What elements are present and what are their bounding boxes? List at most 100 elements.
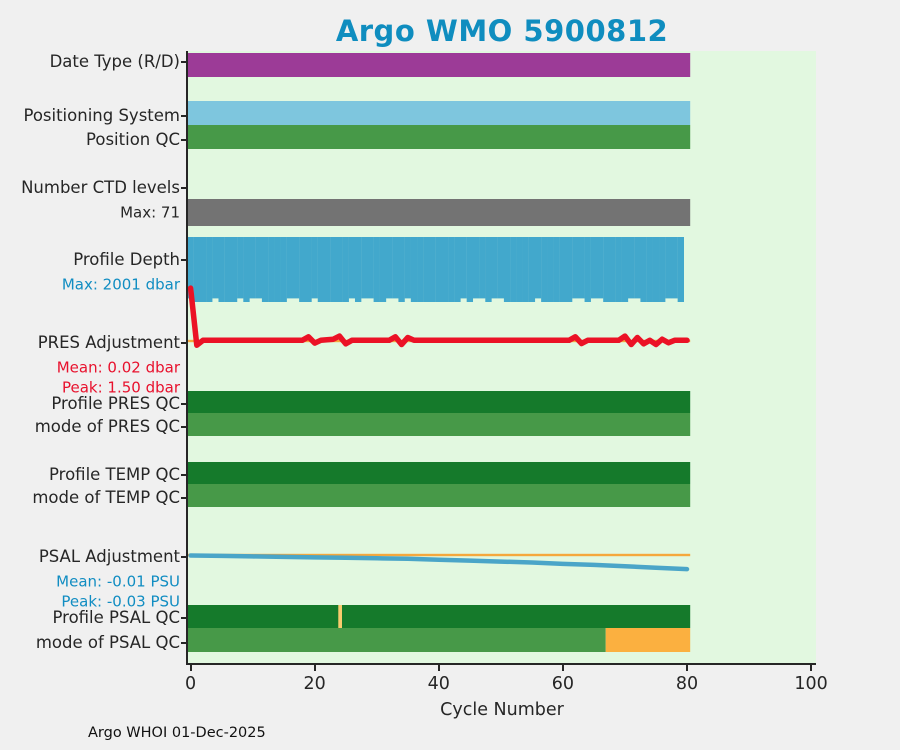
profile-depth-bar (646, 237, 653, 302)
y-axis-tick (181, 259, 186, 261)
profile-depth-bar (286, 237, 294, 299)
y-axis-tick (181, 403, 186, 405)
profile-depth-bar (677, 237, 684, 302)
profile-depth-bar (274, 237, 281, 302)
profile_pres_qc-bar (188, 391, 691, 413)
profile-depth-bar (348, 237, 356, 299)
profile-depth-bar (305, 237, 312, 302)
row-label: Positioning System (23, 105, 180, 125)
y-axis-tick (181, 139, 186, 141)
profile-depth-bar (454, 237, 461, 302)
profile-depth-bar (435, 237, 442, 302)
row-label: Mean: -0.01 PSU (56, 572, 180, 591)
pres_adjustment-line (188, 285, 690, 348)
row-label: Max: 2001 dbar (61, 275, 180, 294)
profile-depth-bar (565, 237, 573, 302)
profile-depth-bar (218, 237, 225, 302)
profile-depth-bar (584, 237, 591, 302)
profile-depth-bar (268, 237, 275, 302)
row-label: Mean: 0.02 dbar (56, 358, 180, 377)
row-label: PSAL Adjustment (38, 546, 180, 566)
x-axis-tick (810, 665, 813, 671)
row-label: Date Type (R/D) (49, 51, 180, 71)
x-axis-tick-label: 80 (675, 674, 699, 694)
mode_pres_qc-bar (188, 413, 691, 436)
profile-depth-bar (199, 237, 207, 302)
psal_adjustment-line (188, 553, 690, 572)
profile-depth-bar (628, 237, 635, 299)
profile-depth-bar (261, 237, 269, 302)
x-axis-tick-label: 0 (185, 674, 197, 694)
profile-depth-bar (671, 237, 678, 299)
profile-depth-bar (386, 237, 393, 299)
x-axis-tick (313, 665, 316, 671)
profile-depth-bar (479, 237, 486, 299)
figure-title: Argo WMO 5900812 (335, 14, 669, 48)
row-label: Peak: 1.50 dbar (61, 378, 180, 397)
profile-depth-bar (311, 237, 318, 299)
profile-depth-bar (640, 237, 647, 302)
profile-depth-bar (541, 237, 548, 302)
attribution-text: Argo WHOI 01-Dec-2025 (88, 725, 266, 741)
y-axis-tick (181, 617, 186, 619)
mode_psal_qc-bar (188, 628, 606, 652)
mode_temp_qc-bar (188, 484, 691, 507)
profile-depth-bar (578, 237, 585, 299)
profile-depth-bar (323, 237, 331, 302)
y-axis-tick (181, 556, 186, 558)
profile-depth-bar (224, 237, 232, 302)
row-label: mode of PSAL QC (35, 632, 180, 652)
profile-depth-bar (510, 237, 517, 302)
profile-depth-bar (485, 237, 492, 302)
profile-depth-bar (417, 237, 424, 302)
profile-depth-bar (373, 237, 380, 302)
row-label: Number CTD levels (21, 177, 180, 197)
profile-depth-bar (534, 237, 542, 299)
profile-depth-bar (398, 237, 405, 302)
psal_adjustment-zero-line (188, 553, 691, 557)
y-axis-tick (181, 187, 186, 189)
profile-depth-bar (596, 237, 604, 299)
row-label: PRES Adjustment (37, 332, 180, 352)
profile-depth-bar (572, 237, 579, 299)
row-label: Profile TEMP QC (49, 464, 180, 484)
profile-depth-bar (491, 237, 498, 299)
date_type-bar (188, 53, 691, 77)
row-label: mode of TEMP QC (32, 487, 180, 507)
row-label: Profile PRES QC (51, 393, 180, 413)
profile-depth-bar (441, 237, 449, 302)
row-label: Profile Depth (73, 249, 180, 269)
y-axis-tick (181, 115, 186, 117)
profile-depth-bar (528, 237, 536, 302)
profile-depth-bar (559, 237, 567, 302)
profile-depth-bar (603, 237, 610, 302)
profile-depth-bar (503, 237, 511, 302)
x-axis-tick (437, 665, 440, 671)
profile-depth-bar (230, 237, 238, 302)
row-label: Position QC (86, 129, 180, 149)
profile_psal_qc-bar (188, 605, 691, 628)
profile-depth-bar (659, 237, 666, 302)
profile_psal_qc-bar (338, 605, 343, 628)
profile-depth-bar (516, 237, 523, 302)
profile-depth-bar (379, 237, 387, 302)
ctd_levels-bar (188, 199, 691, 226)
profile-depth-bar (410, 237, 418, 302)
profile-depth-bar (466, 237, 474, 302)
profile-depth-bar (634, 237, 641, 299)
profile-depth-bar (522, 237, 529, 302)
profile-depth-bar (361, 237, 368, 299)
x-axis-tick (189, 665, 192, 671)
position_qc-bar (188, 125, 691, 149)
profile-depth-bar (299, 237, 306, 302)
row-label: Peak: -0.03 PSU (61, 592, 180, 611)
mode_psal_qc-bar (605, 628, 691, 652)
profile-depth-bar (249, 237, 256, 299)
profile-depth-bar (621, 237, 629, 302)
row-label: Max: 71 (120, 203, 180, 222)
profile-depth-bar (243, 237, 250, 302)
y-axis-tick (181, 497, 186, 499)
y-axis-tick (181, 342, 186, 344)
x-axis-tick-label: 40 (427, 674, 450, 694)
